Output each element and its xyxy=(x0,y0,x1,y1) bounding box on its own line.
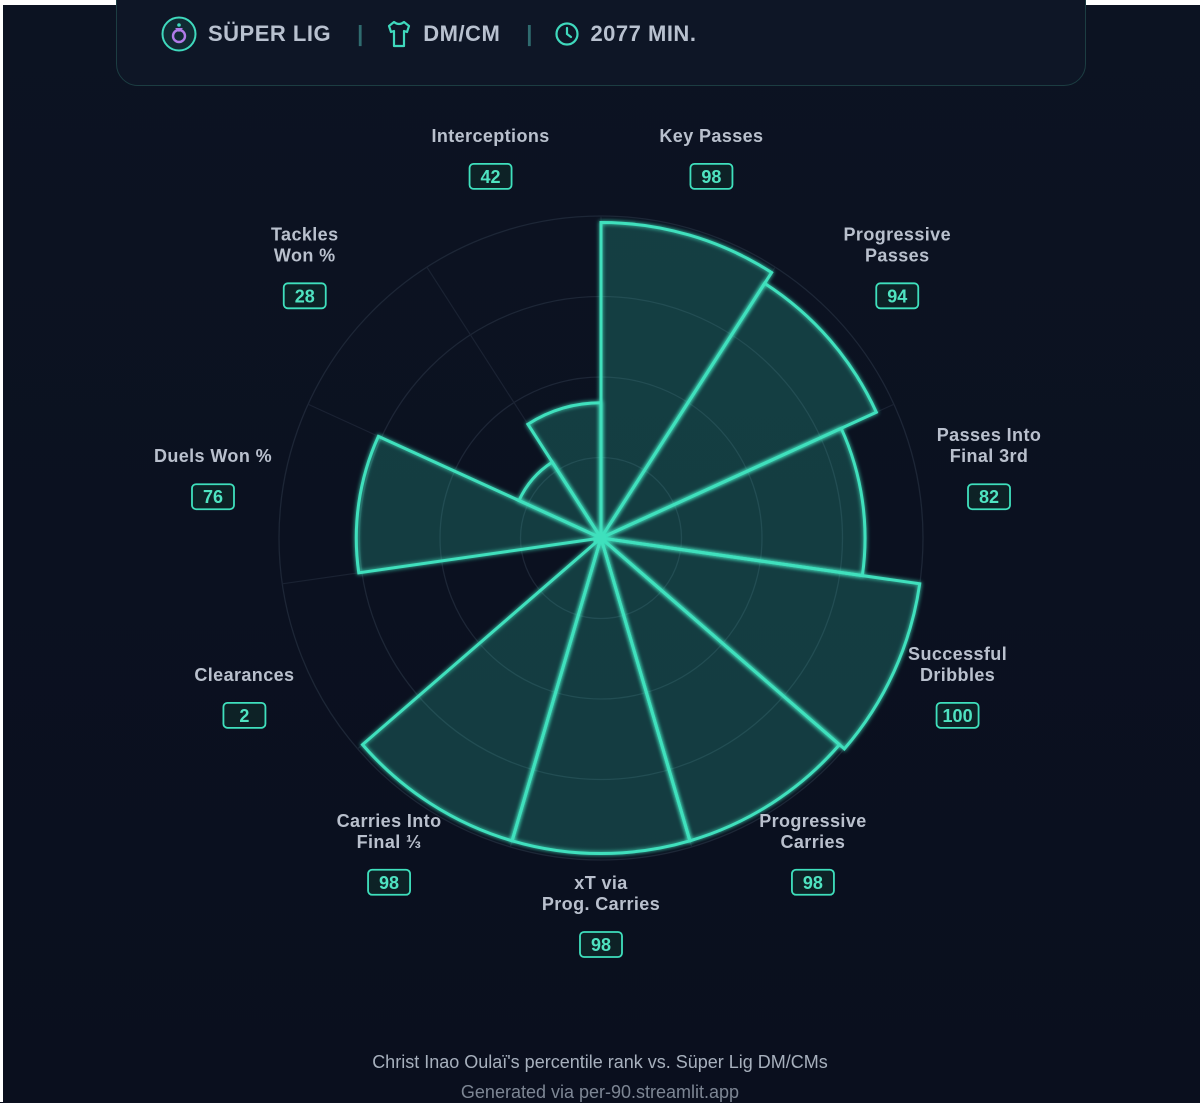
clock-icon xyxy=(554,21,580,47)
value-label: 42 xyxy=(481,167,501,187)
bar-duels-won xyxy=(354,434,607,575)
value-badge xyxy=(875,282,920,310)
chart-bars xyxy=(354,220,922,855)
value-label: 94 xyxy=(887,286,907,306)
value-badge xyxy=(579,931,623,958)
value-badge xyxy=(689,162,734,190)
category-label: Tackles xyxy=(271,224,339,244)
category-label: xT via xyxy=(574,873,628,893)
category-label: Progressive xyxy=(844,224,951,244)
value-badge xyxy=(191,483,235,511)
chart-caption: Christ Inao Oulaï's percentile rank vs. … xyxy=(372,1052,828,1072)
value-label: 98 xyxy=(591,935,611,955)
value-badge xyxy=(967,483,1011,511)
category-label: Prog. Carries xyxy=(542,894,660,914)
league-name: SÜPER LIG xyxy=(208,21,332,46)
axis-label-interceptions: Interceptions 42 xyxy=(431,126,549,190)
left-edge xyxy=(0,0,3,1102)
position-meta: DM/CM xyxy=(385,19,500,49)
category-label: Successful xyxy=(908,644,1007,664)
value-label: 28 xyxy=(295,286,315,306)
chart-credit: Generated via per-90.streamlit.app xyxy=(460,1082,740,1102)
value-label: 82 xyxy=(979,487,999,507)
jersey-icon xyxy=(385,19,413,49)
bar-key-passes xyxy=(599,220,774,544)
value-badge xyxy=(282,282,327,310)
header-card xyxy=(116,0,1086,86)
bar-progressive-carries xyxy=(598,533,842,843)
category-label: Final 3rd xyxy=(950,446,1029,466)
chart-center-dot xyxy=(596,533,606,543)
category-label: Passes Into xyxy=(937,425,1041,445)
axis-label-duels-won: Duels Won % 76 xyxy=(154,446,272,511)
league-badge-icon xyxy=(160,15,198,53)
axis-label-key-passes: Key Passes 98 xyxy=(659,126,763,190)
axis-label-clearances: Clearances 2 xyxy=(194,665,294,729)
value-label: 98 xyxy=(701,167,721,187)
bar-carries-into-final xyxy=(360,533,604,843)
bar-progressive-passes xyxy=(596,281,879,542)
meta-separator: | xyxy=(357,21,364,46)
meta-separator: | xyxy=(526,21,533,46)
category-label: Carries xyxy=(781,832,846,852)
category-label: Key Passes xyxy=(659,126,763,146)
player-meta-row: SÜPER LIG | DM/CM | 2077 MIN. xyxy=(160,14,696,54)
category-label: Clearances xyxy=(194,665,294,685)
value-label: 76 xyxy=(203,487,223,507)
category-label: Carries Into xyxy=(337,811,442,831)
minutes-meta: 2077 MIN. xyxy=(554,21,696,47)
minutes-played: 2077 MIN. xyxy=(590,21,697,46)
category-label: Passes xyxy=(865,245,929,265)
value-badge xyxy=(935,701,980,729)
value-badge xyxy=(468,162,513,190)
value-label: 98 xyxy=(803,873,823,893)
bar-interceptions xyxy=(525,401,603,544)
category-label: Interceptions xyxy=(431,126,549,146)
bar-xt-via-prog-carries xyxy=(510,532,692,855)
category-label: Final ⅓ xyxy=(357,832,422,852)
value-badge xyxy=(222,701,267,729)
league-meta: SÜPER LIG xyxy=(160,15,331,53)
value-label: 2 xyxy=(239,706,249,726)
category-label: Duels Won % xyxy=(154,446,272,466)
category-label: Dribbles xyxy=(920,665,995,685)
bar-passes-into-final-3rd xyxy=(595,426,867,578)
bar-successful-dribbles xyxy=(596,535,922,751)
value-badge xyxy=(367,868,411,896)
category-label: Won % xyxy=(274,245,336,265)
value-badge xyxy=(791,868,835,896)
value-label: 98 xyxy=(379,873,399,893)
category-label: Progressive xyxy=(759,811,866,831)
value-label: 100 xyxy=(943,706,973,726)
position-label: DM/CM xyxy=(423,21,501,46)
